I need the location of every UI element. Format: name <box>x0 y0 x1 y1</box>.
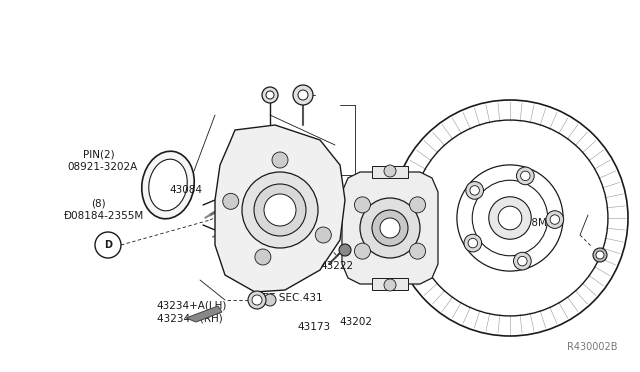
Text: 43222: 43222 <box>320 261 353 271</box>
Polygon shape <box>186 306 222 322</box>
Circle shape <box>355 197 371 213</box>
Text: 43084: 43084 <box>170 185 203 195</box>
Circle shape <box>384 165 396 177</box>
Circle shape <box>316 227 332 243</box>
Polygon shape <box>215 125 345 292</box>
Circle shape <box>546 211 564 228</box>
Circle shape <box>410 197 426 213</box>
Text: 43173: 43173 <box>298 323 331 332</box>
Circle shape <box>489 197 531 239</box>
Text: R430002B: R430002B <box>567 341 618 352</box>
Circle shape <box>248 291 266 309</box>
Text: Ð08184-2355M: Ð08184-2355M <box>64 211 144 221</box>
Circle shape <box>95 232 121 258</box>
Circle shape <box>262 87 278 103</box>
Circle shape <box>242 172 318 248</box>
Text: (8): (8) <box>92 199 106 209</box>
Circle shape <box>468 238 477 248</box>
Circle shape <box>254 184 306 236</box>
Circle shape <box>252 295 262 305</box>
Text: 43234   (RH): 43234 (RH) <box>157 313 223 323</box>
Circle shape <box>264 194 296 226</box>
Circle shape <box>520 171 530 180</box>
Text: 43202: 43202 <box>339 317 372 327</box>
Circle shape <box>498 206 522 230</box>
Circle shape <box>513 252 531 270</box>
Circle shape <box>298 90 308 100</box>
Circle shape <box>384 279 396 291</box>
Circle shape <box>410 243 426 259</box>
Circle shape <box>339 244 351 256</box>
Ellipse shape <box>148 159 188 211</box>
Circle shape <box>266 91 274 99</box>
Polygon shape <box>372 166 408 178</box>
Circle shape <box>596 251 604 259</box>
Circle shape <box>372 210 408 246</box>
Circle shape <box>223 193 239 209</box>
Circle shape <box>255 249 271 265</box>
Circle shape <box>550 215 559 224</box>
Text: 08921-3202A: 08921-3202A <box>67 162 138 171</box>
Circle shape <box>466 182 483 199</box>
Circle shape <box>464 234 482 252</box>
Circle shape <box>516 167 534 185</box>
Circle shape <box>518 256 527 266</box>
Text: SEE SEC.431: SEE SEC.431 <box>256 293 323 302</box>
Circle shape <box>272 152 288 168</box>
Polygon shape <box>372 278 408 290</box>
Text: 44098M: 44098M <box>506 218 547 228</box>
Text: 43207: 43207 <box>378 237 411 247</box>
Polygon shape <box>342 172 438 284</box>
Circle shape <box>360 198 420 258</box>
Text: PIN(2): PIN(2) <box>83 150 115 159</box>
Text: D: D <box>104 240 112 250</box>
Ellipse shape <box>141 151 195 219</box>
Circle shape <box>593 248 607 262</box>
Circle shape <box>470 186 479 195</box>
Text: 43234+A(LH): 43234+A(LH) <box>157 300 227 310</box>
Circle shape <box>264 294 276 306</box>
Circle shape <box>380 218 400 238</box>
Circle shape <box>355 243 371 259</box>
Circle shape <box>293 85 313 105</box>
